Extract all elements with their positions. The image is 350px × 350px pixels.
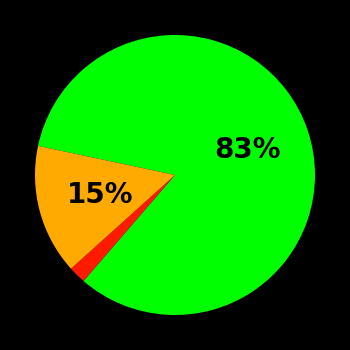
Wedge shape	[71, 175, 175, 281]
Wedge shape	[35, 146, 175, 269]
Wedge shape	[38, 35, 315, 315]
Text: 15%: 15%	[67, 181, 134, 209]
Text: 83%: 83%	[215, 136, 281, 164]
